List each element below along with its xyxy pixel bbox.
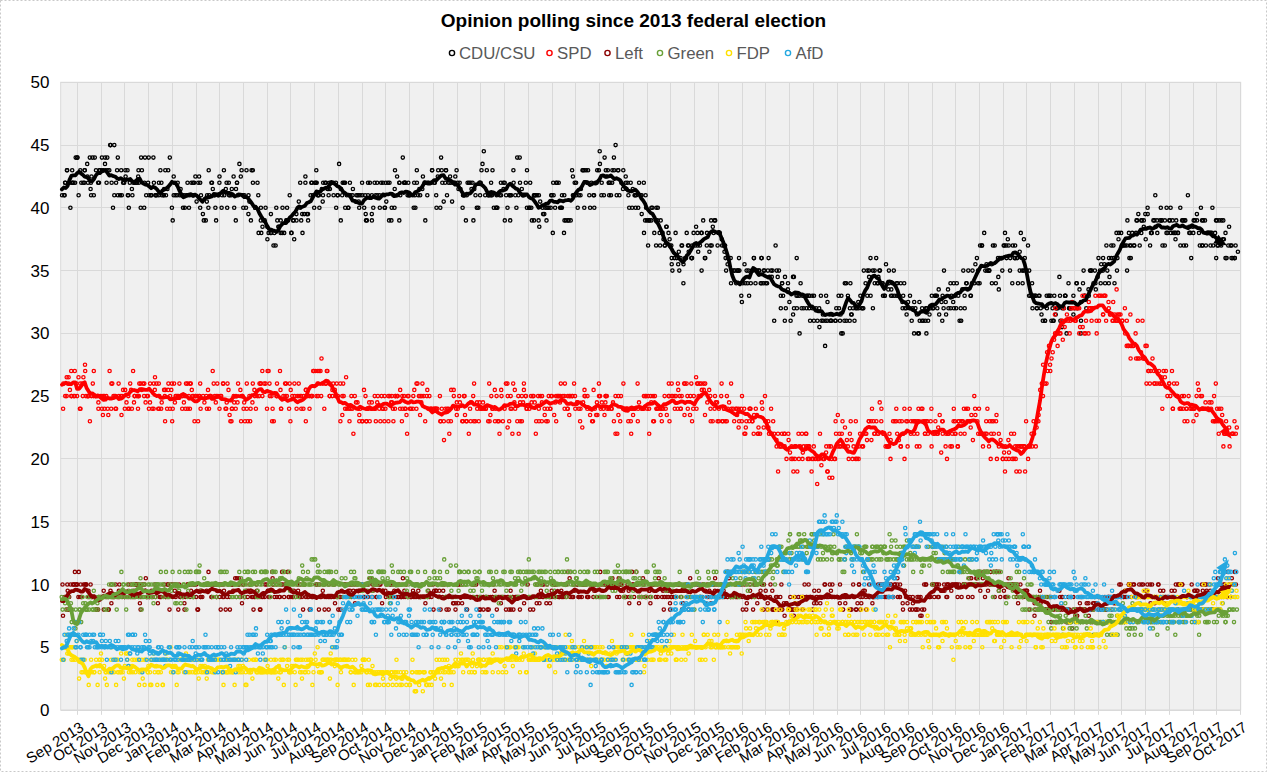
svg-text:Opinion polling since 2013 fed: Opinion polling since 2013 federal elect…	[441, 10, 826, 31]
svg-text:30: 30	[31, 324, 50, 343]
svg-text:FDP: FDP	[737, 44, 771, 63]
svg-text:SPD: SPD	[557, 44, 592, 63]
svg-text:AfD: AfD	[796, 44, 824, 63]
svg-text:25: 25	[31, 387, 50, 406]
svg-text:20: 20	[31, 450, 50, 469]
svg-text:10: 10	[31, 576, 50, 595]
svg-text:35: 35	[31, 262, 50, 281]
svg-text:Left: Left	[615, 44, 643, 63]
svg-text:45: 45	[31, 136, 50, 155]
svg-text:0: 0	[40, 701, 49, 720]
svg-text:50: 50	[31, 73, 50, 92]
svg-text:CDU/CSU: CDU/CSU	[459, 44, 535, 63]
svg-text:Green: Green	[668, 44, 715, 63]
svg-text:40: 40	[31, 199, 50, 218]
svg-text:15: 15	[31, 513, 50, 532]
svg-text:5: 5	[40, 638, 49, 657]
